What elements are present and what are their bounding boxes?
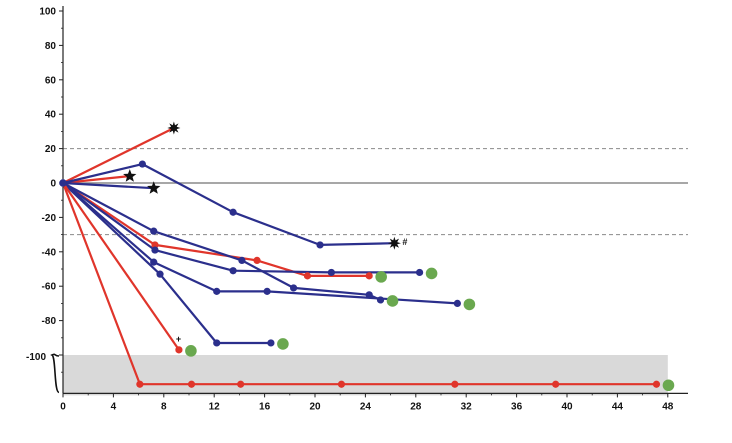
series-8-point-1: [156, 270, 164, 278]
series-8-end-green-marker: [277, 338, 289, 350]
y-tick-label--100: -100: [26, 352, 46, 363]
series-5-end-green-marker: [386, 295, 399, 307]
series-9-end-green-marker: [185, 345, 197, 357]
series-7-point-4: [453, 299, 461, 307]
y-tick-label-20: 20: [45, 144, 57, 155]
series-5-point-5: [376, 296, 385, 304]
y-tick-label--80: -80: [42, 316, 57, 327]
series-5-point-4: [365, 291, 373, 299]
series-7-end-green-marker: [463, 298, 476, 311]
x-tick-label-20: 20: [309, 401, 321, 412]
series-3-point-2: [229, 208, 237, 216]
series-10-point-1: [136, 380, 144, 388]
y-tick-label-60: 60: [45, 75, 57, 86]
x-tick-label-28: 28: [410, 401, 422, 412]
reference-lines-layer: [63, 148, 688, 236]
series-line-9: [62, 182, 180, 351]
series-0-end-burst-marker: [167, 121, 181, 135]
series-10-point-6: [552, 380, 560, 388]
series-4-point-2: [253, 256, 261, 264]
y-tick-label--40: -40: [42, 247, 57, 258]
series-10-point-0: [59, 179, 67, 187]
x-tick-label-48: 48: [662, 401, 674, 412]
series-line-3: [62, 163, 395, 246]
series-line-8: [62, 182, 271, 345]
series-3-end-burst-marker: [387, 236, 401, 250]
series-10-point-5: [451, 380, 459, 388]
series-3-point-3: [316, 241, 324, 249]
series-line-10: [61, 182, 657, 386]
series-10-point-3: [237, 380, 245, 388]
series-6-point-3: [327, 268, 335, 277]
series-layer: [61, 127, 657, 386]
series-7-point-2: [213, 287, 221, 295]
series-9-end-label: +: [176, 334, 181, 344]
y-tick-label-80: 80: [45, 41, 57, 52]
shaded-band-layer: [63, 355, 668, 396]
x-tick-label-32: 32: [461, 401, 473, 412]
x-tick-label-44: 44: [612, 401, 624, 412]
series-3-end-label: #: [402, 237, 407, 247]
series-7-point-3: [263, 287, 271, 295]
series-8-point-3: [267, 339, 275, 347]
series-line-5: [62, 182, 381, 301]
band-bracket: [50, 353, 60, 394]
y-tick-label--60: -60: [42, 282, 57, 293]
x-tick-label-12: 12: [209, 401, 221, 412]
shaded-band: [63, 355, 668, 396]
series-5-point-2: [238, 256, 246, 264]
series-line-1: [62, 175, 130, 185]
series-6-point-1: [151, 246, 159, 254]
x-tick-label-8: 8: [161, 401, 167, 412]
series-6-point-4: [415, 268, 424, 277]
series-10-point-4: [337, 380, 346, 388]
series-line-2: [62, 181, 154, 190]
series-4-point-4: [365, 272, 373, 280]
y-tick-label-40: 40: [45, 110, 57, 121]
series-8-point-2: [213, 339, 221, 347]
y-tick-label--20: -20: [42, 213, 57, 224]
series-1-end-star-marker: [123, 169, 137, 182]
y-tick-label-100: 100: [39, 7, 56, 18]
x-tick-label-4: 4: [111, 401, 117, 412]
series-5-point-1: [150, 227, 158, 235]
x-tick-label-24: 24: [360, 401, 372, 412]
y-tick-label-0: 0: [50, 179, 56, 190]
series-2-end-star-marker: [147, 181, 161, 194]
series-4-point-1: [151, 241, 159, 249]
series-10-point-7: [652, 380, 661, 388]
series-7-point-1: [150, 258, 158, 266]
series-4-point-3: [303, 272, 312, 280]
series-4-end-green-marker: [375, 271, 387, 283]
series-6-end-green-marker: [425, 267, 438, 280]
series-9-point-1: [175, 346, 183, 354]
series-line-0: [62, 127, 175, 184]
x-tick-label-36: 36: [511, 401, 523, 412]
x-tick-label-40: 40: [561, 401, 573, 412]
series-10-point-2: [187, 380, 196, 388]
x-tick-label-0: 0: [60, 401, 66, 412]
series-10-end-green-marker: [662, 379, 675, 392]
series-3-point-1: [138, 160, 146, 168]
x-tick-label-16: 16: [259, 401, 271, 412]
series-line-4: [62, 182, 370, 277]
series-6-point-2: [229, 267, 237, 275]
markers-layer: #+: [59, 121, 675, 392]
series-5-point-3: [289, 284, 298, 292]
